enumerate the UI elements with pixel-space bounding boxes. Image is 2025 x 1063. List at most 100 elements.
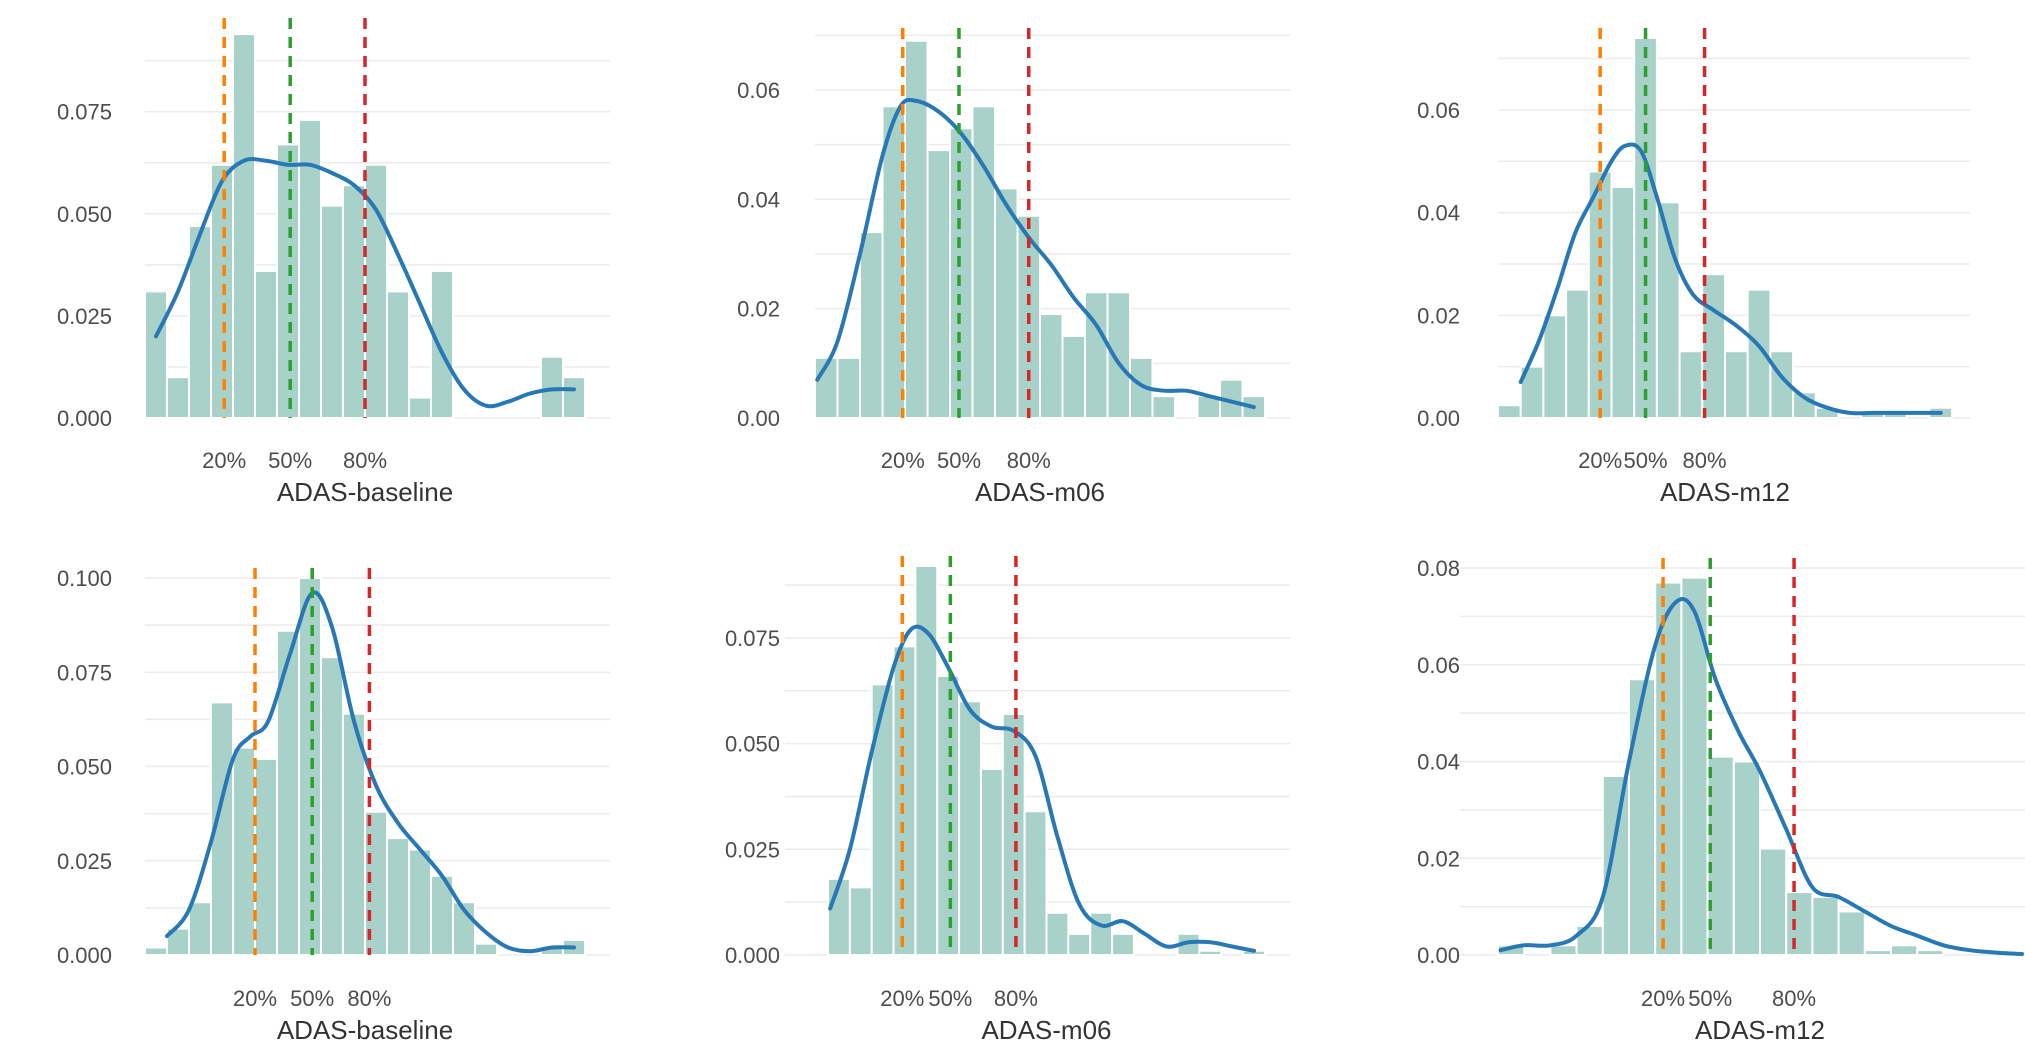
histogram-bar	[166, 376, 190, 419]
panel-adas-m06-top: 0.00 0.02 0.04 0.06 20% 50% 80% ADAS-m06	[737, 28, 1290, 507]
histogram-bar	[926, 149, 951, 419]
histogram-bar	[1001, 712, 1026, 956]
x-axis-title: ADAS-m06	[981, 1015, 1111, 1045]
panel-adas-m12-bottom: 0.00 0.02 0.04 0.06 0.08 20% 50% 80% ADAS-m12	[1417, 556, 2025, 1045]
histogram-bar	[1497, 944, 1526, 957]
y-tick-label: 0.08	[1417, 556, 1460, 581]
histogram-bar	[870, 683, 895, 956]
x-tick-label: 80%	[994, 986, 1038, 1011]
y-tick-label: 0.02	[1417, 303, 1460, 328]
x-tick-label: 20%	[881, 448, 925, 473]
histogram-bar	[1890, 944, 1919, 957]
histogram-bar	[298, 577, 322, 956]
histogram-bar	[979, 767, 1004, 957]
histogram-bar	[386, 290, 410, 419]
x-tick-label: 80%	[1683, 448, 1727, 473]
y-tick-label: 0.00	[737, 406, 780, 431]
x-tick-label: 50%	[268, 448, 312, 473]
x-tick-label: 50%	[937, 448, 981, 473]
histogram-bar	[1863, 949, 1893, 956]
histogram-bar	[1198, 949, 1223, 956]
histogram-bar	[936, 674, 961, 956]
histogram-bar	[210, 163, 234, 419]
y-tick-label: 0.000	[57, 406, 112, 431]
histogram-bar	[994, 187, 1019, 419]
histogram-bar	[859, 231, 884, 419]
x-axis-title: ADAS-baseline	[277, 1015, 453, 1045]
histogram-bar	[1654, 581, 1683, 956]
histogram-bar	[827, 877, 851, 956]
histogram-bar	[276, 143, 300, 420]
histogram-bar	[1565, 288, 1590, 419]
x-tick-label: 50%	[1688, 986, 1732, 1011]
x-axis-title: ADAS-m06	[975, 477, 1105, 507]
y-tick-label: 0.06	[1417, 98, 1460, 123]
histogram-bar	[232, 33, 256, 420]
y-tick-label: 0.000	[57, 943, 112, 968]
x-axis-title: ADAS-baseline	[277, 477, 453, 507]
histogram-bar	[1039, 313, 1064, 420]
x-tick-label: 50%	[928, 986, 972, 1011]
histogram-bar	[904, 39, 929, 419]
panel-adas-m06-bottom: 0.000 0.025 0.050 0.075 20% 50% 80% ADAS-m06	[725, 556, 1290, 1045]
histogram-bar	[1732, 760, 1762, 956]
density-curve	[1498, 597, 2024, 956]
y-tick-label: 0.02	[737, 297, 780, 322]
histogram-bar	[1089, 911, 1114, 957]
x-tick-label: 20%	[880, 986, 924, 1011]
histogram-bar	[1837, 910, 1866, 957]
y-tick-label: 0.075	[57, 660, 112, 685]
histogram-bar	[1701, 273, 1727, 419]
y-tick-label: 0.04	[1417, 750, 1460, 775]
histogram-bar	[1542, 314, 1568, 420]
density-curve	[165, 590, 576, 954]
density-curve	[815, 97, 1256, 410]
x-tick-label: 20%	[1641, 986, 1685, 1011]
x-tick-label: 20%	[233, 986, 277, 1011]
histogram-bar	[144, 290, 168, 419]
density-curve	[1518, 142, 1943, 416]
histogram-bar	[1023, 810, 1048, 956]
histogram-bar	[836, 356, 861, 419]
x-tick-label: 20%	[202, 448, 246, 473]
x-axis-title: ADAS-m12	[1695, 1015, 1825, 1045]
histogram-bar	[1045, 911, 1070, 957]
panel-adas-m12-top: 0.00 0.02 0.04 0.06 20% 50% 80% ADAS-m12	[1417, 28, 1970, 507]
histogram-bar	[958, 700, 982, 956]
histogram-bar	[562, 376, 586, 419]
histogram-bar	[188, 901, 212, 956]
histogram-bar	[1061, 334, 1086, 420]
histogram-bar	[914, 565, 939, 956]
histogram-bar	[949, 127, 974, 419]
histogram-bar	[1678, 350, 1704, 420]
panel-adas-baseline-bottom: 0.000 0.025 0.050 0.075 0.100 20% 50% 80% ADAS-b…	[57, 566, 610, 1045]
histogram-bar	[232, 746, 256, 957]
x-tick-label: 20%	[1578, 448, 1622, 473]
histogram-bar	[1601, 775, 1631, 957]
histogram-bar	[1916, 949, 1945, 956]
histogram-bar	[408, 848, 432, 956]
y-tick-label: 0.04	[1417, 201, 1460, 226]
histogram-bar	[848, 886, 873, 957]
histogram-bar	[364, 163, 388, 419]
histogram-bar	[1497, 404, 1522, 420]
y-tick-label: 0.025	[57, 304, 112, 329]
histogram-bar	[386, 837, 410, 957]
histogram-bar	[1785, 891, 1814, 956]
histogram-bar	[1724, 350, 1749, 420]
y-tick-label: 0.00	[1417, 406, 1460, 431]
histogram-bar	[320, 204, 344, 419]
x-tick-label: 50%	[290, 986, 334, 1011]
histogram-bar	[892, 645, 917, 957]
y-tick-label: 0.06	[737, 78, 780, 103]
y-tick-label: 0.050	[725, 732, 780, 757]
x-tick-label: 80%	[343, 448, 387, 473]
histogram-bar	[430, 269, 454, 419]
histogram-bar	[254, 757, 278, 957]
x-axis-title: ADAS-m12	[1660, 477, 1790, 507]
histogram-bar	[144, 946, 168, 957]
x-tick-label: 80%	[347, 986, 391, 1011]
y-tick-label: 0.075	[725, 626, 780, 651]
y-tick-label: 0.000	[725, 943, 780, 968]
